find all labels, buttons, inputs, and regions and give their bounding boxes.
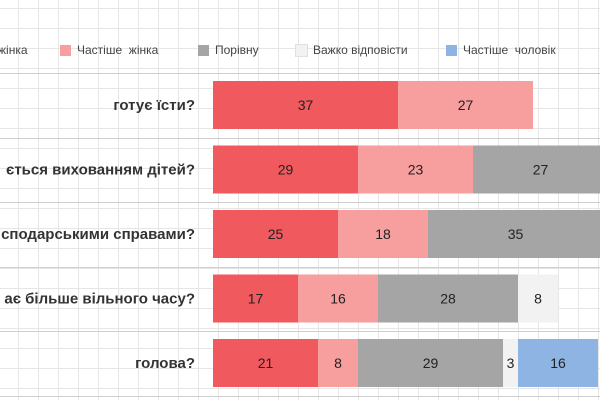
bar-segment bbox=[213, 145, 358, 194]
bar-segment bbox=[213, 210, 338, 258]
data-label: 17 bbox=[248, 291, 264, 307]
data-label: 27 bbox=[533, 162, 549, 178]
bar-segment bbox=[213, 339, 318, 387]
bar-segment bbox=[338, 210, 428, 258]
data-label: 35 bbox=[508, 226, 524, 242]
data-label: 18 bbox=[375, 226, 391, 242]
bar-segment bbox=[428, 210, 600, 258]
legend-swatch bbox=[295, 43, 308, 57]
bar-segment bbox=[473, 145, 600, 194]
data-label: 16 bbox=[550, 355, 566, 371]
category-label: голова? bbox=[135, 355, 195, 372]
bar-segment bbox=[518, 274, 558, 323]
bar-segment bbox=[358, 339, 503, 387]
bar-segment bbox=[213, 274, 298, 323]
data-label: 25 bbox=[268, 226, 284, 242]
legend: жінка Частіше жінка Порівну Важко відпов… bbox=[0, 40, 600, 60]
legend-label: жінка bbox=[0, 43, 28, 57]
legend-swatch bbox=[60, 44, 71, 56]
legend-item-zhinka: жінка bbox=[0, 40, 28, 60]
bar-segment bbox=[378, 274, 518, 323]
bar-segment bbox=[358, 145, 473, 194]
bar-segment bbox=[213, 81, 398, 129]
bar-segment bbox=[398, 81, 533, 129]
data-label: 8 bbox=[534, 291, 542, 307]
data-label: 37 bbox=[298, 97, 314, 113]
bar-segment bbox=[318, 339, 358, 387]
legend-label: Порівну bbox=[215, 43, 259, 57]
bar-segment bbox=[503, 339, 518, 387]
legend-item-chastishe-cholovik: Частіше чоловік bbox=[446, 40, 556, 60]
legend-item-chastishe-zhinka: Частіше жінка bbox=[60, 40, 158, 60]
category-label: готує їсти? bbox=[113, 97, 195, 114]
data-label: 8 bbox=[334, 355, 342, 371]
legend-label: Важко відповісти bbox=[313, 43, 408, 57]
data-label: 29 bbox=[278, 162, 294, 178]
legend-label: Частіше чоловік bbox=[463, 43, 556, 57]
legend-item-porivnu: Порівну bbox=[198, 40, 259, 60]
data-label: 28 bbox=[440, 291, 456, 307]
bar-segment bbox=[518, 339, 598, 387]
data-label: 23 bbox=[408, 162, 424, 178]
legend-label: Частіше жінка bbox=[77, 43, 159, 57]
data-label: 27 bbox=[458, 97, 474, 113]
bar-segment bbox=[298, 274, 378, 323]
legend-swatch bbox=[198, 44, 209, 56]
data-label: 3 bbox=[507, 355, 515, 371]
data-label: 29 bbox=[423, 355, 439, 371]
legend-item-vazhko-vidpovisty: Важко відповісти bbox=[295, 40, 408, 60]
data-label: 16 bbox=[330, 291, 346, 307]
category-label: сподарськими справами? bbox=[1, 226, 195, 243]
legend-swatch bbox=[446, 44, 457, 56]
category-label: ється вихованням дітей? bbox=[6, 162, 195, 179]
category-label: ає більше вільного часу? bbox=[4, 291, 195, 308]
data-label: 21 bbox=[258, 355, 274, 371]
